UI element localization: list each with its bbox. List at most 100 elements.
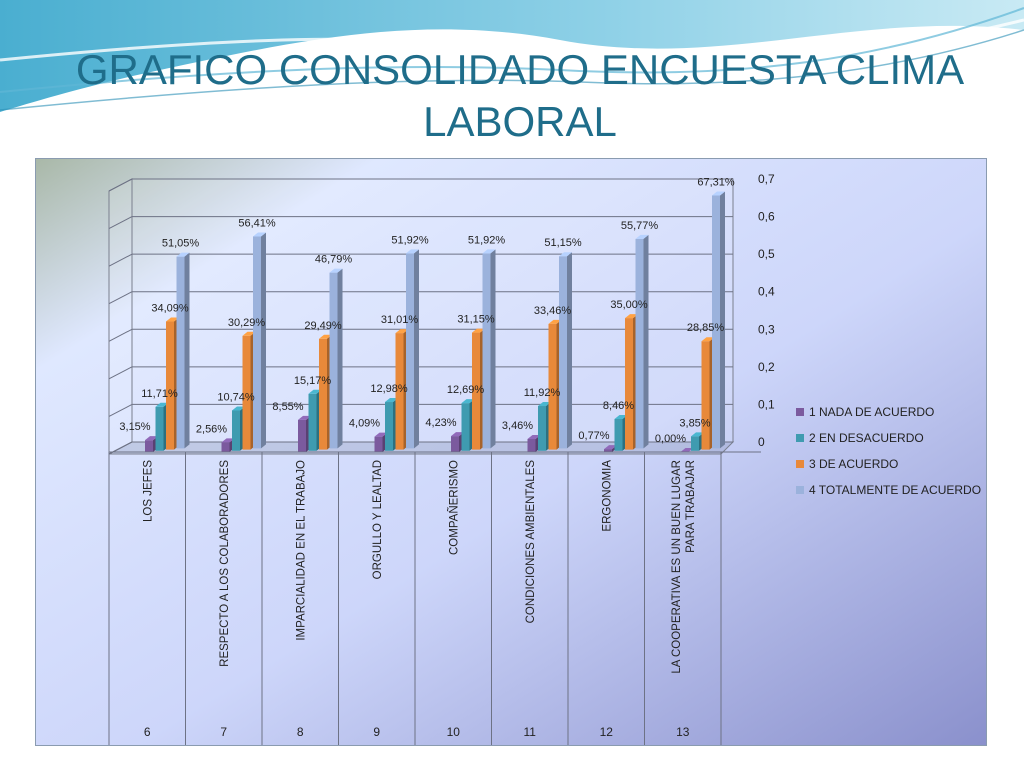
data-label: 51,05%: [162, 238, 200, 250]
bar-front: [221, 442, 230, 452]
bar-top: [374, 432, 388, 437]
bar-top: [242, 331, 256, 336]
category-label-line: RESPECTO A LOS COLABORADORES: [219, 460, 231, 667]
data-label: 29,49%: [304, 320, 342, 332]
bar: [712, 191, 725, 449]
data-label: 34,09%: [151, 303, 189, 315]
y-tick-label: 0,2: [758, 360, 775, 374]
category-number: 7: [220, 725, 227, 739]
category-label-line: IMPARCIALIDAD EN EL TRABAJO: [295, 460, 307, 641]
category-label: LA COOPERATIVA ES UN BUEN LUGAR PARA TRAB…: [671, 460, 697, 674]
gridline-side: [108, 403, 133, 417]
category-label: CONDICIONES AMBIENTALES: [525, 460, 537, 624]
bar-front: [538, 406, 546, 451]
gridline-side: [108, 328, 133, 342]
category-label-line: LA COOPERATIVA ES UN BUEN LUGAR: [671, 460, 683, 674]
bar: [559, 252, 572, 449]
bar-side: [184, 252, 190, 449]
bar-front: [625, 318, 633, 450]
bar-top: [527, 435, 541, 440]
bar-front: [406, 253, 414, 449]
data-label: 8,46%: [603, 400, 634, 412]
category-label: ERGONOMIA: [601, 460, 613, 532]
data-label: 33,46%: [534, 305, 572, 317]
bar-top: [625, 314, 638, 319]
bar-front: [232, 410, 240, 451]
legend: 1 NADA DE ACUERDO 2 EN DESACUERDO 3 DE ACU…: [796, 405, 981, 497]
legend-swatch: [796, 460, 804, 468]
y-tick-label: 0,1: [758, 397, 775, 411]
data-label: 51,15%: [544, 237, 582, 249]
bar-top: [712, 191, 725, 196]
bar: [635, 234, 649, 449]
bar-top: [253, 232, 266, 237]
category-label-line: ORGULLO Y LEALTAD: [372, 460, 384, 579]
bar-top: [155, 402, 169, 407]
bar-front: [253, 236, 261, 449]
bar-front: [145, 440, 153, 452]
bar-front: [604, 449, 612, 452]
data-label: 67,31%: [697, 177, 735, 189]
category-label: LOS JEFES: [142, 460, 154, 522]
data-label: 2,56%: [196, 423, 227, 435]
data-label: 51,92%: [391, 234, 429, 246]
bar: [482, 249, 496, 449]
legend-label: 1 NADA DE ACUERDO: [809, 405, 934, 419]
category-number: 10: [447, 725, 461, 739]
legend-swatch: [796, 408, 804, 416]
bar-front: [176, 256, 185, 449]
bar-top: [406, 249, 419, 254]
category-label: COMPAÑERISMO: [447, 460, 460, 555]
bars: [145, 191, 725, 453]
legend-label: 4 TOTALMENTE DE ACUERDO: [809, 483, 981, 497]
category-label-line: PARA TRABAJAR: [685, 460, 697, 553]
bar: [406, 249, 419, 449]
data-label: 11,71%: [141, 388, 178, 400]
data-label: 28,85%: [687, 322, 725, 334]
category-number: 9: [373, 725, 380, 739]
category-axis: LOS JEFES 6 RESPECTO A LOS COLABORADORES 7 I…: [108, 451, 761, 745]
data-label: 3,46%: [502, 420, 533, 432]
data-labels: 3,15% 11,71% 34,09% 51,05% 2,56% 10,74% 30,29%…: [119, 177, 734, 445]
bar-front: [548, 323, 557, 450]
category-number: 13: [676, 725, 690, 739]
bar-side: [720, 191, 725, 449]
bar-side: [643, 234, 649, 449]
data-label: 0,77%: [578, 430, 609, 442]
bar: [253, 232, 266, 449]
y-tick-label: 0,4: [758, 285, 775, 299]
bar-front: [319, 338, 327, 450]
bar-top: [635, 234, 649, 239]
y-tick-label: 0: [758, 435, 765, 449]
bar-top: [145, 436, 158, 441]
chart: 0 0,1 0,2 0,3 0,4 0,5 0,6 0,7 3,15% 11,71% 34,09%…: [36, 159, 986, 745]
bar: [329, 268, 343, 449]
bar-front: [559, 256, 567, 449]
bar-side: [337, 268, 343, 449]
data-label: 30,29%: [228, 317, 266, 329]
bar-top: [472, 328, 485, 333]
bar-top: [176, 252, 190, 257]
bar-top: [614, 415, 628, 420]
bar-top: [166, 317, 179, 322]
chart-frame: 0 0,1 0,2 0,3 0,4 0,5 0,6 0,7 3,15% 11,71% 34,09%…: [35, 158, 987, 746]
bar-front: [155, 406, 164, 451]
data-label: 46,79%: [315, 254, 353, 266]
bar-front: [635, 238, 644, 449]
bar-top: [221, 438, 235, 443]
gridline-side: [108, 178, 133, 192]
value-axis: 0 0,1 0,2 0,3 0,4 0,5 0,6 0,7: [758, 172, 775, 449]
data-label: 35,00%: [610, 299, 648, 311]
bar-front: [242, 335, 251, 450]
bar-side: [261, 232, 266, 449]
bar-front: [701, 341, 710, 450]
category-label: RESPECTO A LOS COLABORADORES: [219, 460, 231, 667]
data-label: 3,15%: [119, 421, 150, 433]
bar: [176, 252, 190, 449]
category-number: 8: [297, 725, 304, 739]
slide-title: GRAFICO CONSOLIDADO ENCUESTA CLIMA LABOR…: [75, 46, 965, 145]
data-label: 12,98%: [370, 383, 408, 395]
category-label-line: LOS JEFES: [142, 460, 154, 522]
data-label: 12,69%: [447, 384, 485, 396]
bar-front: [298, 419, 306, 452]
